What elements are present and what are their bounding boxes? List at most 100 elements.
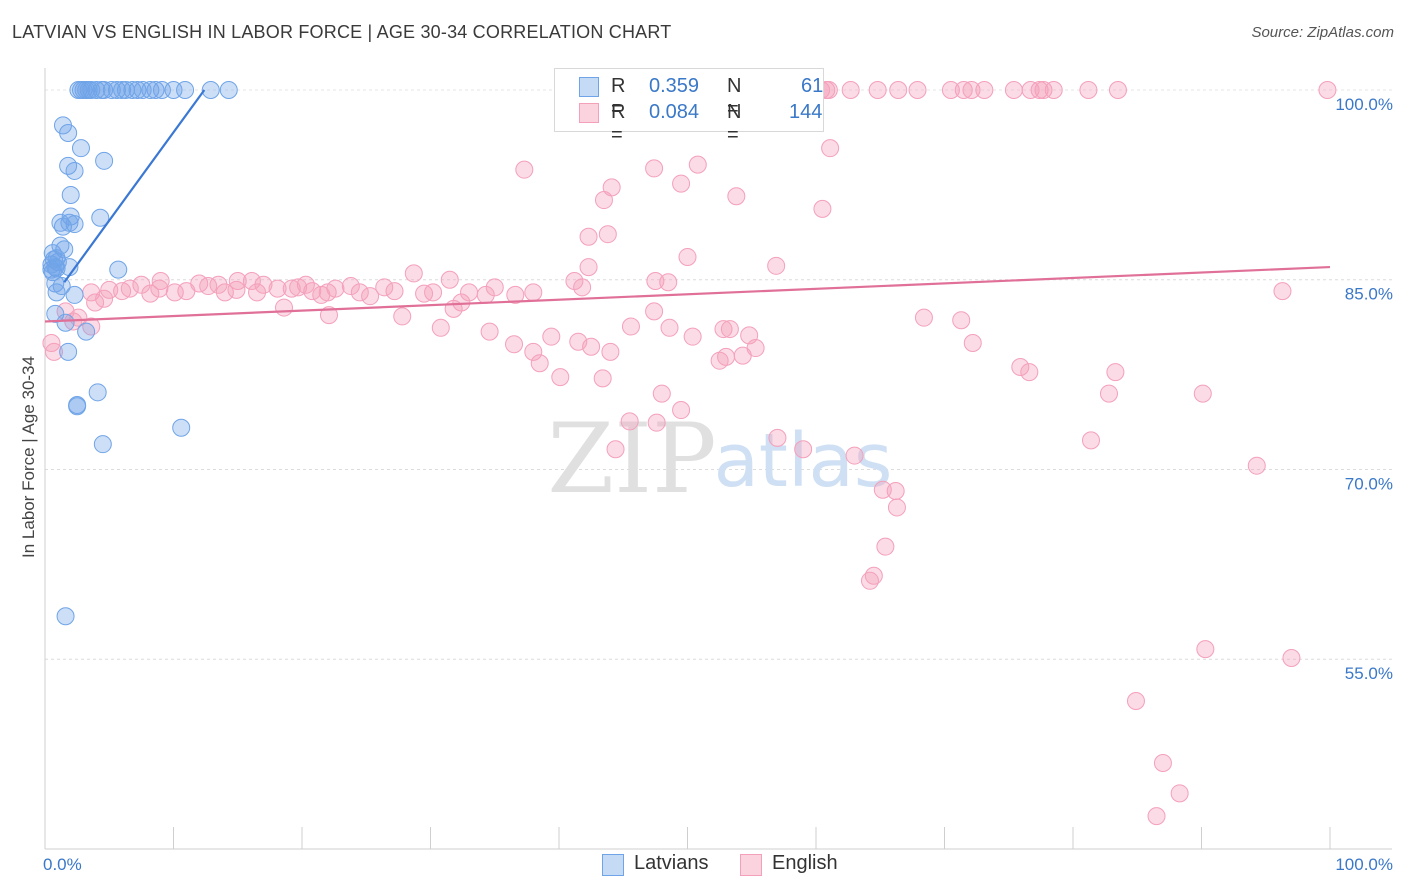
english-point (86, 293, 105, 312)
english-trend-line (44, 265, 1331, 323)
grid-lines (45, 89, 1392, 660)
latvians-r-label: R = (611, 75, 626, 120)
english-point (524, 283, 543, 302)
english-point (303, 282, 322, 301)
english-point (1004, 80, 1023, 99)
english-point (593, 369, 612, 388)
english-point (845, 446, 864, 465)
english-point (242, 271, 261, 290)
english-point (350, 283, 369, 302)
english-point (1044, 80, 1063, 99)
latvian-point (95, 80, 114, 99)
latvians-swatch (579, 77, 599, 97)
english-point (393, 307, 412, 326)
english-point (1170, 784, 1189, 803)
english-point (227, 280, 246, 299)
english-point (431, 318, 450, 337)
latvian-point (102, 80, 121, 99)
english-point (1247, 456, 1266, 475)
english-point (714, 320, 733, 339)
english-point (282, 279, 301, 298)
english-point (941, 80, 960, 99)
english-point (199, 277, 218, 296)
english-point (672, 401, 691, 420)
english-point (341, 277, 360, 296)
latvian-point (65, 285, 84, 304)
english-point (1099, 384, 1118, 403)
english-point (524, 342, 543, 361)
english-point (515, 160, 534, 179)
english-point (914, 308, 933, 327)
english-point (606, 440, 625, 459)
english-point (876, 537, 895, 556)
english-point (151, 271, 170, 290)
watermark-zip: ZIP (547, 403, 716, 515)
english-point (768, 428, 787, 447)
english-point (100, 280, 119, 299)
english-point (150, 279, 169, 298)
latvian-point (56, 607, 75, 626)
latvian-point (68, 397, 87, 416)
english-point (275, 298, 294, 317)
latvians-trend-line (63, 89, 206, 283)
english-point (1030, 80, 1049, 99)
y-tick-label: 70.0% (1345, 474, 1393, 493)
bottom-english-label: English (772, 852, 838, 874)
latvian-point (93, 435, 112, 454)
english-point (1196, 640, 1215, 659)
latvian-point (87, 80, 106, 99)
english-point (44, 342, 63, 361)
english-point (565, 271, 584, 290)
trend-lines (44, 89, 1331, 323)
english-point (594, 191, 613, 210)
english-point (672, 174, 691, 193)
latvian-point (201, 80, 220, 99)
english-point (767, 256, 786, 275)
english-point (506, 285, 525, 304)
english-point (385, 282, 404, 301)
english-r-label: R = (611, 101, 626, 146)
english-point (962, 80, 981, 99)
english-point (645, 159, 664, 178)
english-point (165, 283, 184, 302)
english-point (813, 199, 832, 218)
latvian-point (91, 208, 110, 227)
english-point (289, 278, 308, 297)
english-point (720, 320, 739, 339)
latvian-point (109, 260, 128, 279)
latvian-point (113, 80, 132, 99)
english-point (248, 283, 267, 302)
y-axis-label: In Labor Force | Age 30-34 (19, 356, 38, 558)
english-point (530, 354, 549, 373)
english-point (975, 80, 994, 99)
english-point (551, 368, 570, 387)
english-point (621, 317, 640, 336)
english-point (873, 480, 892, 499)
latvian-point (88, 383, 107, 402)
english-point (821, 139, 840, 158)
english-point (733, 346, 752, 365)
english-point (954, 80, 973, 99)
latvian-point (65, 215, 84, 234)
english-point (660, 318, 679, 337)
english-point (868, 80, 887, 99)
english-point (620, 412, 639, 431)
english-point (908, 80, 927, 99)
english-point (841, 80, 860, 99)
watermark-atlas: atlas (714, 418, 893, 504)
english-point (254, 275, 273, 294)
english-point (1020, 363, 1039, 382)
latvian-point (95, 151, 114, 170)
english-point (887, 498, 906, 517)
bottom-latvians-swatch (602, 854, 624, 876)
english-point (404, 264, 423, 283)
latvians-n-label: N = (727, 75, 742, 120)
latvian-point (123, 80, 142, 99)
english-point (415, 284, 434, 303)
english-n-label: N = (727, 101, 742, 146)
bottom-english-swatch (740, 854, 762, 876)
english-point (440, 270, 459, 289)
latvian-point (65, 161, 84, 180)
english-point (1147, 807, 1166, 826)
